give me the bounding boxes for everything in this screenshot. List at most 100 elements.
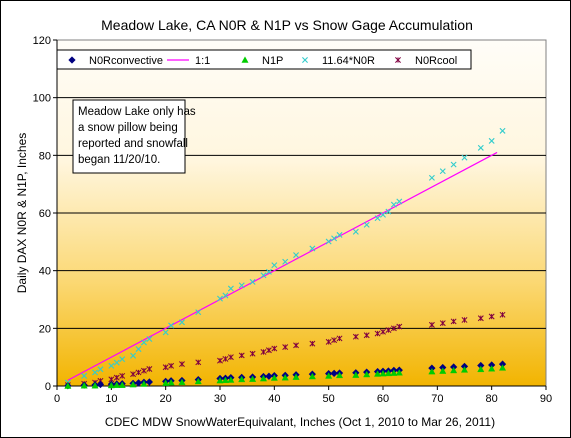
x-tick-label: 0 xyxy=(54,393,60,405)
y-tick-label: 100 xyxy=(33,93,51,105)
data-point xyxy=(374,370,382,377)
data-point xyxy=(265,372,273,380)
data-point xyxy=(309,245,316,252)
data-point xyxy=(259,374,268,382)
data-point xyxy=(293,252,300,259)
data-point xyxy=(162,379,170,386)
x-tick-label: 20 xyxy=(160,393,172,405)
data-point xyxy=(178,378,186,386)
y-tick-label: 20 xyxy=(39,323,51,335)
data-point xyxy=(335,371,344,379)
chart-title: Meadow Lake, CA N0R & N1P vs Snow Gage A… xyxy=(101,17,473,33)
data-point xyxy=(119,356,126,363)
x-tick-label: 80 xyxy=(486,393,498,405)
annotation-line-2: a snow pillow being xyxy=(78,122,178,134)
x-axis-ticks: 0 10 20 30 40 50 60 70 80 90 xyxy=(54,386,552,405)
data-point xyxy=(499,311,506,318)
data-point xyxy=(194,377,202,385)
data-point xyxy=(145,378,153,386)
legend-label: 1:1 xyxy=(195,55,210,67)
legend-swatch xyxy=(68,56,76,64)
data-point xyxy=(113,374,120,381)
y-tick-label: 60 xyxy=(39,208,51,220)
data-point xyxy=(374,330,381,337)
data-point xyxy=(390,201,397,208)
data-point xyxy=(168,362,175,369)
data-point xyxy=(293,342,300,349)
data-point xyxy=(91,382,99,389)
annotation-line-1: Meadow Lake only has xyxy=(78,106,196,118)
x-axis-title: CDEC MDW SnowWaterEquivalant, Inches (Oc… xyxy=(105,415,495,429)
data-point xyxy=(140,367,147,374)
data-point xyxy=(162,329,169,336)
data-point xyxy=(265,268,272,275)
data-point xyxy=(292,373,300,380)
data-point xyxy=(260,272,267,279)
data-point xyxy=(167,378,175,386)
data-point xyxy=(428,321,435,328)
data-point xyxy=(249,278,256,285)
data-point xyxy=(135,346,142,353)
data-point xyxy=(195,359,202,366)
data-point xyxy=(119,372,126,379)
data-point xyxy=(238,282,245,289)
data-point xyxy=(460,366,469,373)
data-point xyxy=(390,369,398,376)
data-point xyxy=(488,365,496,372)
data-point xyxy=(135,369,142,376)
data-point xyxy=(439,320,446,327)
annotation-line-3: reported and snowfall xyxy=(78,138,188,150)
data-point xyxy=(249,350,256,357)
data-point xyxy=(395,369,403,376)
legend-swatch xyxy=(395,57,401,63)
x-tick-label: 10 xyxy=(105,393,117,405)
data-point xyxy=(439,367,447,374)
legend: N0Rconvective 1:1 N1P 11.64*N0R N0Rcool xyxy=(56,49,472,70)
data-point xyxy=(499,127,506,134)
x-tick-label: 50 xyxy=(323,393,335,405)
data-point xyxy=(379,369,387,377)
x-tick-label: 40 xyxy=(268,393,280,405)
data-point xyxy=(450,161,457,168)
data-point xyxy=(96,380,105,389)
data-point xyxy=(113,381,121,388)
data-point xyxy=(331,337,338,344)
data-point xyxy=(396,323,403,330)
data-point xyxy=(249,375,257,382)
data-point xyxy=(352,333,359,340)
data-point xyxy=(270,374,278,381)
data-point xyxy=(325,338,332,345)
data-point xyxy=(352,371,360,378)
data-point xyxy=(227,285,234,292)
data-point xyxy=(477,365,485,373)
data-point xyxy=(140,339,147,346)
data-point xyxy=(92,369,99,376)
data-point xyxy=(134,379,143,387)
data-point xyxy=(168,322,175,329)
data-point xyxy=(477,144,484,151)
data-point xyxy=(130,371,137,378)
data-point xyxy=(238,375,246,383)
data-point xyxy=(461,154,468,161)
data-point xyxy=(281,374,289,381)
data-point xyxy=(325,372,333,379)
series-layer xyxy=(64,127,507,390)
data-point xyxy=(363,221,370,228)
data-point xyxy=(222,355,229,362)
data-point xyxy=(97,366,104,373)
data-point xyxy=(374,215,381,222)
data-point xyxy=(146,366,153,372)
data-point xyxy=(450,318,457,325)
data-point xyxy=(222,292,229,299)
data-point xyxy=(195,309,202,316)
legend-box xyxy=(56,49,472,70)
data-point xyxy=(325,238,332,245)
annotation-line-4: began 11/20/10. xyxy=(78,154,160,166)
data-point xyxy=(216,376,224,384)
data-point xyxy=(363,370,371,378)
y-tick-label: 80 xyxy=(39,150,51,162)
data-point xyxy=(336,335,343,342)
y-axis-title: Daily DAX N0R & N1P, Inches xyxy=(15,133,29,294)
data-point xyxy=(64,382,72,389)
data-point xyxy=(308,372,316,380)
